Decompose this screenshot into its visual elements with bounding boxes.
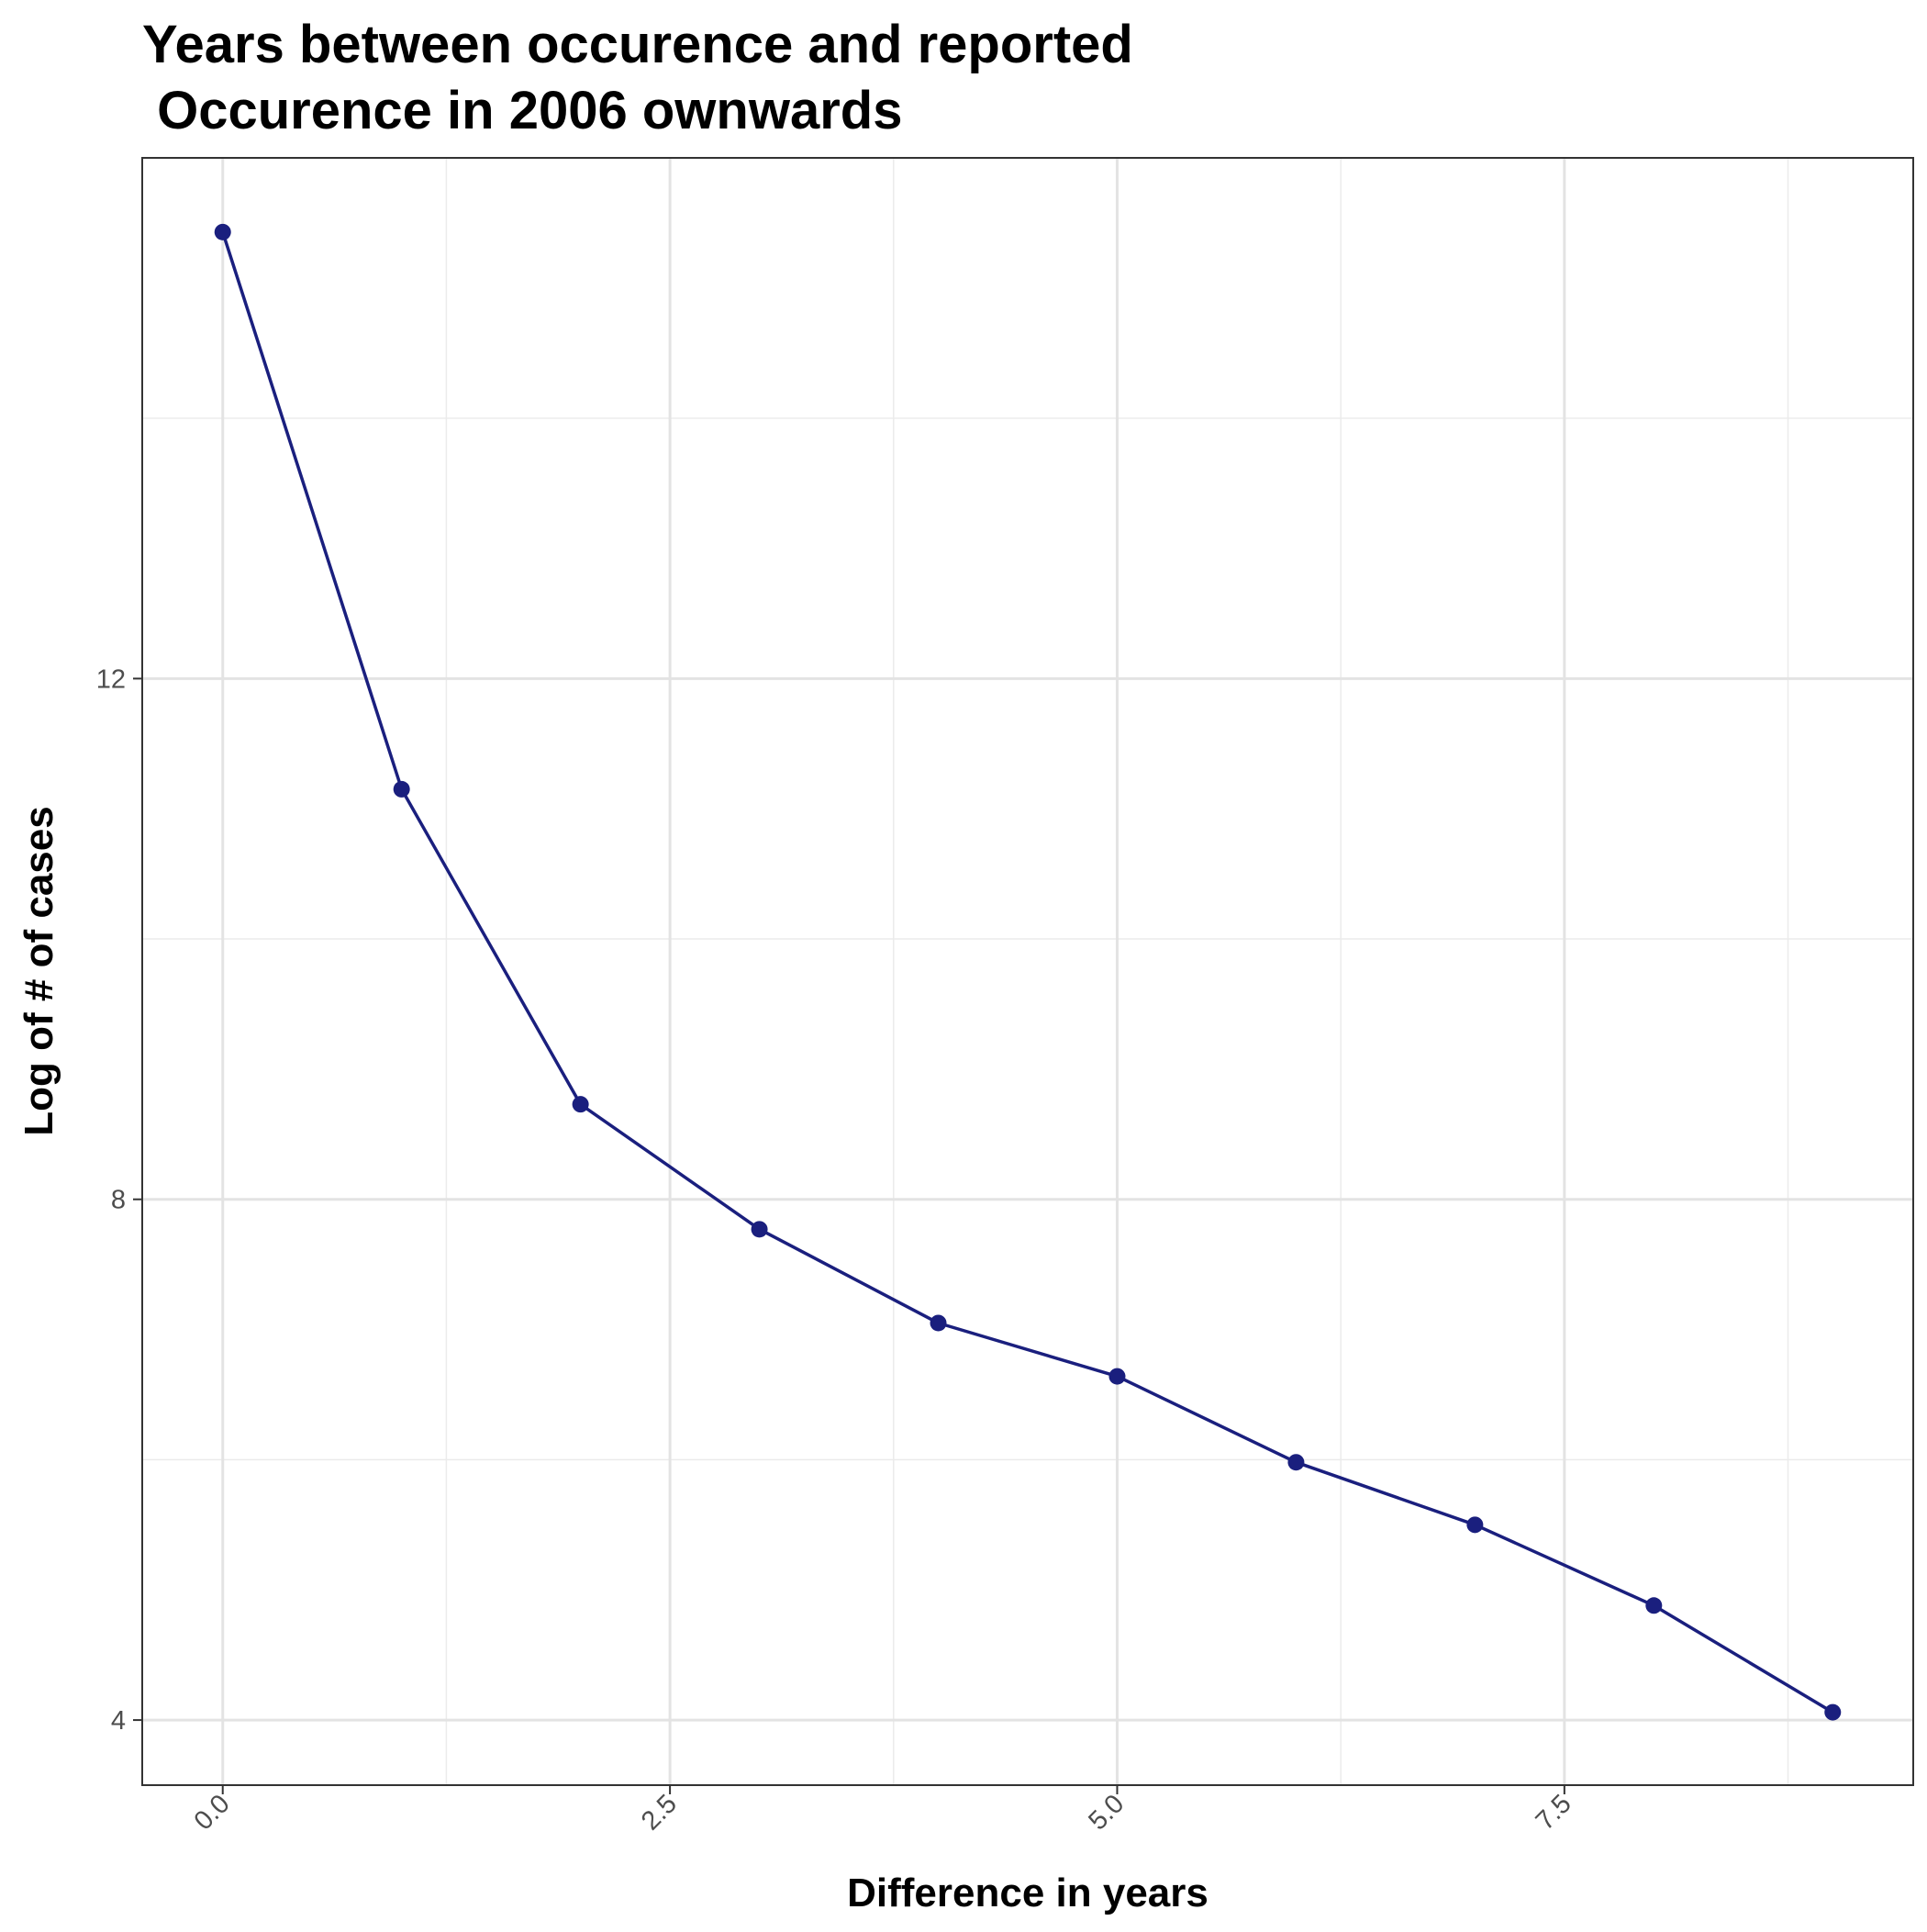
data-point	[393, 780, 410, 798]
chart-title-line-1: Years between occurence and reported	[142, 15, 1133, 74]
chart-title: Years between occurence and reported Occ…	[142, 15, 1133, 140]
y-tick-label: 4	[111, 1706, 126, 1736]
data-point	[1287, 1454, 1305, 1471]
y-tick-label: 12	[96, 664, 126, 694]
data-point	[751, 1221, 768, 1238]
data-point	[1108, 1368, 1126, 1385]
series-line	[221, 231, 1834, 1714]
chart-title-line-2: Occurence in 2006 ownwards	[142, 81, 902, 140]
data-point	[1466, 1516, 1484, 1534]
y-tick-label: 8	[111, 1186, 126, 1215]
x-axis-title: Difference in years	[847, 1871, 1209, 1915]
data-point	[930, 1314, 947, 1332]
series-layer	[214, 223, 1842, 1721]
y-axis-title: Log of # of cases	[17, 806, 61, 1135]
data-point	[572, 1096, 589, 1113]
data-point	[1645, 1597, 1663, 1614]
major-gridlines	[142, 158, 1913, 1785]
y-axis: 4 8 12	[96, 664, 142, 1736]
minor-gridlines	[142, 158, 1913, 1785]
panel-border	[141, 157, 1914, 1786]
data-point	[214, 223, 231, 240]
data-point	[1824, 1703, 1842, 1721]
